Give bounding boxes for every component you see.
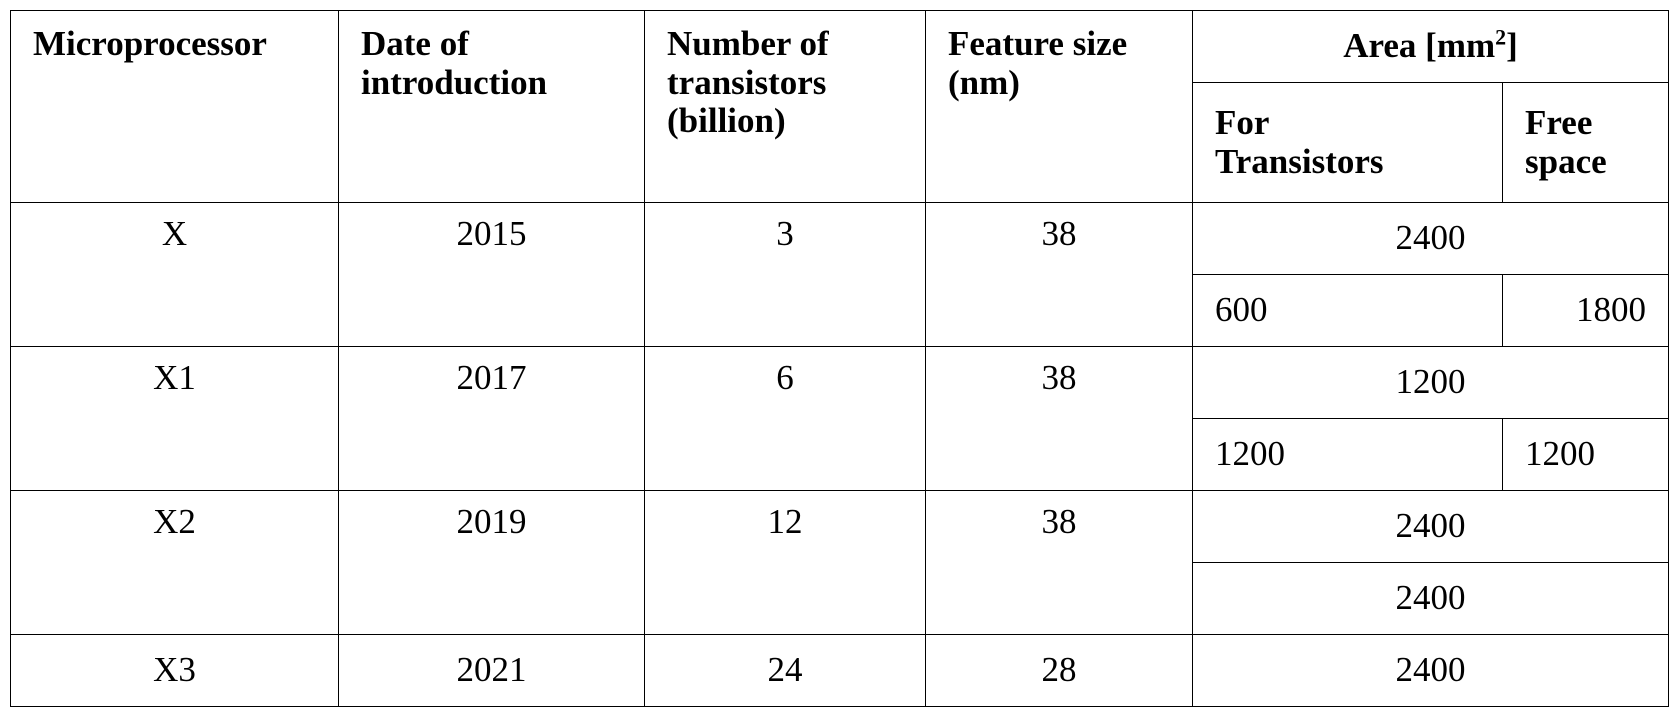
cell-transistors: 6 [644,346,926,491]
header-for-line1: For [1215,103,1270,142]
cell-feature-size: 38 [925,346,1193,491]
cell-transistors: 12 [644,490,926,635]
cell-date: 2019 [338,490,645,635]
cell-area-free-space: 1200 [1502,418,1669,491]
header-date: Date of introduction [338,10,645,203]
header-date-line2: introduction [361,62,548,102]
cell-transistors: 24 [644,634,926,707]
table-row: X3 2021 24 28 2400 [10,634,1669,707]
header-transistors-line1: Number of [667,24,829,63]
table-row-area-split: 2400 [11,562,1669,635]
microprocessor-table: Microprocessor Date of introduction Numb… [10,10,1669,707]
table-row: X1 2017 6 38 1200 [10,346,1669,491]
header-for-transistors: For Transistors [1192,82,1503,203]
header-for-line2: Transistors [1215,141,1384,181]
table-row: X 2015 3 38 2400 [10,202,1669,347]
cell-date: 2017 [338,346,645,491]
cell-feature-size: 38 [925,202,1193,347]
header-feature-size: Feature size (nm) [925,10,1193,203]
header-transistors: Number of transistors (billion) [644,10,926,203]
header-feature-line1: Feature size [948,24,1128,63]
header-date-line1: Date of [361,24,469,63]
header-transistors-line3: (billion) [667,101,786,140]
cell-area-total: 2400 [1192,634,1669,707]
cell-feature-size: 38 [925,490,1193,635]
header-microprocessor: Microprocessor [10,10,339,203]
table-row: X2 2019 12 38 2400 [10,490,1669,635]
header-free-space: Free space [1502,82,1669,203]
cell-area-free-space: 1800 [1502,274,1669,347]
header-area-sup: 2 [1495,24,1507,50]
cell-area-for-transistors: 1200 [1192,418,1503,491]
header-free-line2: space [1525,141,1607,181]
cell-area-total: 2400 [1192,202,1669,275]
header-feature-line2: (nm) [948,62,1020,102]
table-row-area-split: 1200 1200 [11,418,1669,491]
table-row-area-split: 600 1800 [11,274,1669,347]
cell-microprocessor: X2 [10,490,339,635]
cell-area-total: 1200 [1192,346,1669,419]
header-area: Area [mm2] [1192,10,1669,83]
cell-microprocessor: X3 [10,634,339,707]
header-transistors-line2: transistors [667,62,827,102]
header-free-line1: Free [1525,103,1593,142]
cell-feature-size: 28 [925,634,1193,707]
header-area-main: Area [mm [1343,26,1496,66]
cell-area-total: 2400 [1192,490,1669,563]
cell-microprocessor: X [10,202,339,347]
header-microprocessor-text: Microprocessor [33,24,267,63]
cell-date: 2021 [338,634,645,707]
cell-date: 2015 [338,202,645,347]
header-area-close: ] [1506,26,1518,66]
cell-transistors: 3 [644,202,926,347]
header-row: Microprocessor Date of introduction Numb… [10,10,1669,203]
cell-area-for-transistors: 600 [1192,274,1503,347]
cell-microprocessor: X1 [10,346,339,491]
cell-area-merged: 2400 [1192,562,1669,635]
